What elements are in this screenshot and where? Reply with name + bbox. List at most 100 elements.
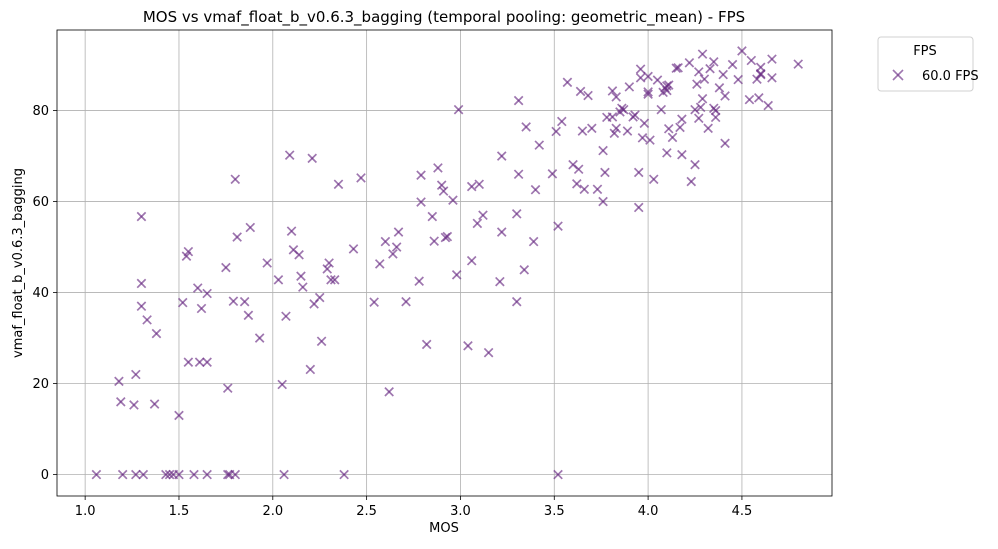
data-point [767,72,777,83]
legend-box [877,36,974,92]
data-point [528,236,539,247]
data-point [451,270,462,280]
x-tick-label: 1.0 [75,504,96,519]
data-point [232,232,242,242]
data-point [534,140,545,150]
data-point [663,80,674,90]
data-point [693,113,704,124]
data-point [635,72,646,83]
data-point [189,469,199,480]
data-point [598,145,608,156]
axis-ticks: 1.0 1.5 2.0 2.5 3.0 3.5 4.0 4.5 0 20 40 60 80 [32,104,752,519]
data-point [429,236,439,246]
data-points [91,46,804,480]
grid-lines [57,30,832,496]
data-point [521,122,531,132]
data-point [391,242,402,252]
x-tick-label: 3.0 [450,504,471,519]
data-point [202,288,212,299]
x-tick-label: 2.5 [356,504,377,519]
data-point [530,184,541,195]
data-point [551,126,561,137]
x-tick-label: 1.5 [169,504,190,519]
y-tick-label: 20 [32,377,49,392]
data-point [677,149,687,160]
data-point [643,89,653,99]
data-point [142,315,152,325]
data-point [230,174,241,185]
data-point [692,79,702,89]
data-point [136,301,147,312]
data-point [296,271,306,281]
data-point [744,94,755,105]
data-point [705,63,715,74]
data-point [326,275,336,285]
data-point [727,59,738,70]
data-point [793,59,804,69]
data-point [547,169,558,179]
data-point [416,197,426,207]
data-point [262,258,272,268]
data-point [496,227,507,237]
data-point [230,469,241,480]
data-point [573,164,584,175]
data-point [622,126,633,136]
data-point [714,82,725,93]
data-point [663,123,674,134]
data-point [598,196,608,207]
data-point [273,275,284,285]
data-point [339,469,349,480]
x-axis-title: MOS [429,521,459,536]
data-point [438,186,449,196]
data-point [611,123,622,134]
data-point [131,369,141,380]
data-point [478,210,488,221]
chart-title: MOS vs vmaf_float_b_v0.6.3_bagging (temp… [143,8,745,27]
y-tick-label: 60 [32,195,49,210]
data-point [684,57,695,68]
data-point [513,169,524,180]
data-point [630,110,640,120]
data-point [393,227,404,237]
data-point [513,95,524,106]
data-point [652,75,663,85]
data-point [284,150,295,160]
data-point [643,87,653,97]
data-point [635,64,646,74]
legend-title: FPS [913,44,937,59]
plot-frame [56,29,833,497]
data-point [333,179,344,190]
data-point [374,259,385,269]
data-point [648,174,659,185]
y-tick-label: 40 [32,286,49,301]
data-point [384,386,394,397]
data-point [662,148,672,158]
data-point [222,469,233,480]
data-point [151,328,162,339]
data-point [348,244,359,254]
data-point [643,71,653,82]
data-point [577,126,588,136]
data-point [183,357,194,368]
data-point [690,104,700,115]
data-point [286,226,297,236]
y-tick-label: 0 [41,468,49,483]
data-point [754,93,764,103]
data-point [767,54,777,64]
data-point [710,112,721,123]
data-point [316,336,327,347]
data-point [277,379,287,390]
data-point [708,57,719,67]
data-point [763,100,773,111]
data-point [553,469,563,480]
y-axis-title: vmaf_float_b_v0.6.3_bagging [11,168,26,358]
data-point [592,184,603,195]
data-point [677,114,687,124]
data-point [279,469,289,480]
data-point [519,265,530,275]
data-point [380,236,391,247]
data-point [483,347,494,358]
legend: FPS 60.0 FPS [877,36,979,92]
data-point [624,82,635,92]
